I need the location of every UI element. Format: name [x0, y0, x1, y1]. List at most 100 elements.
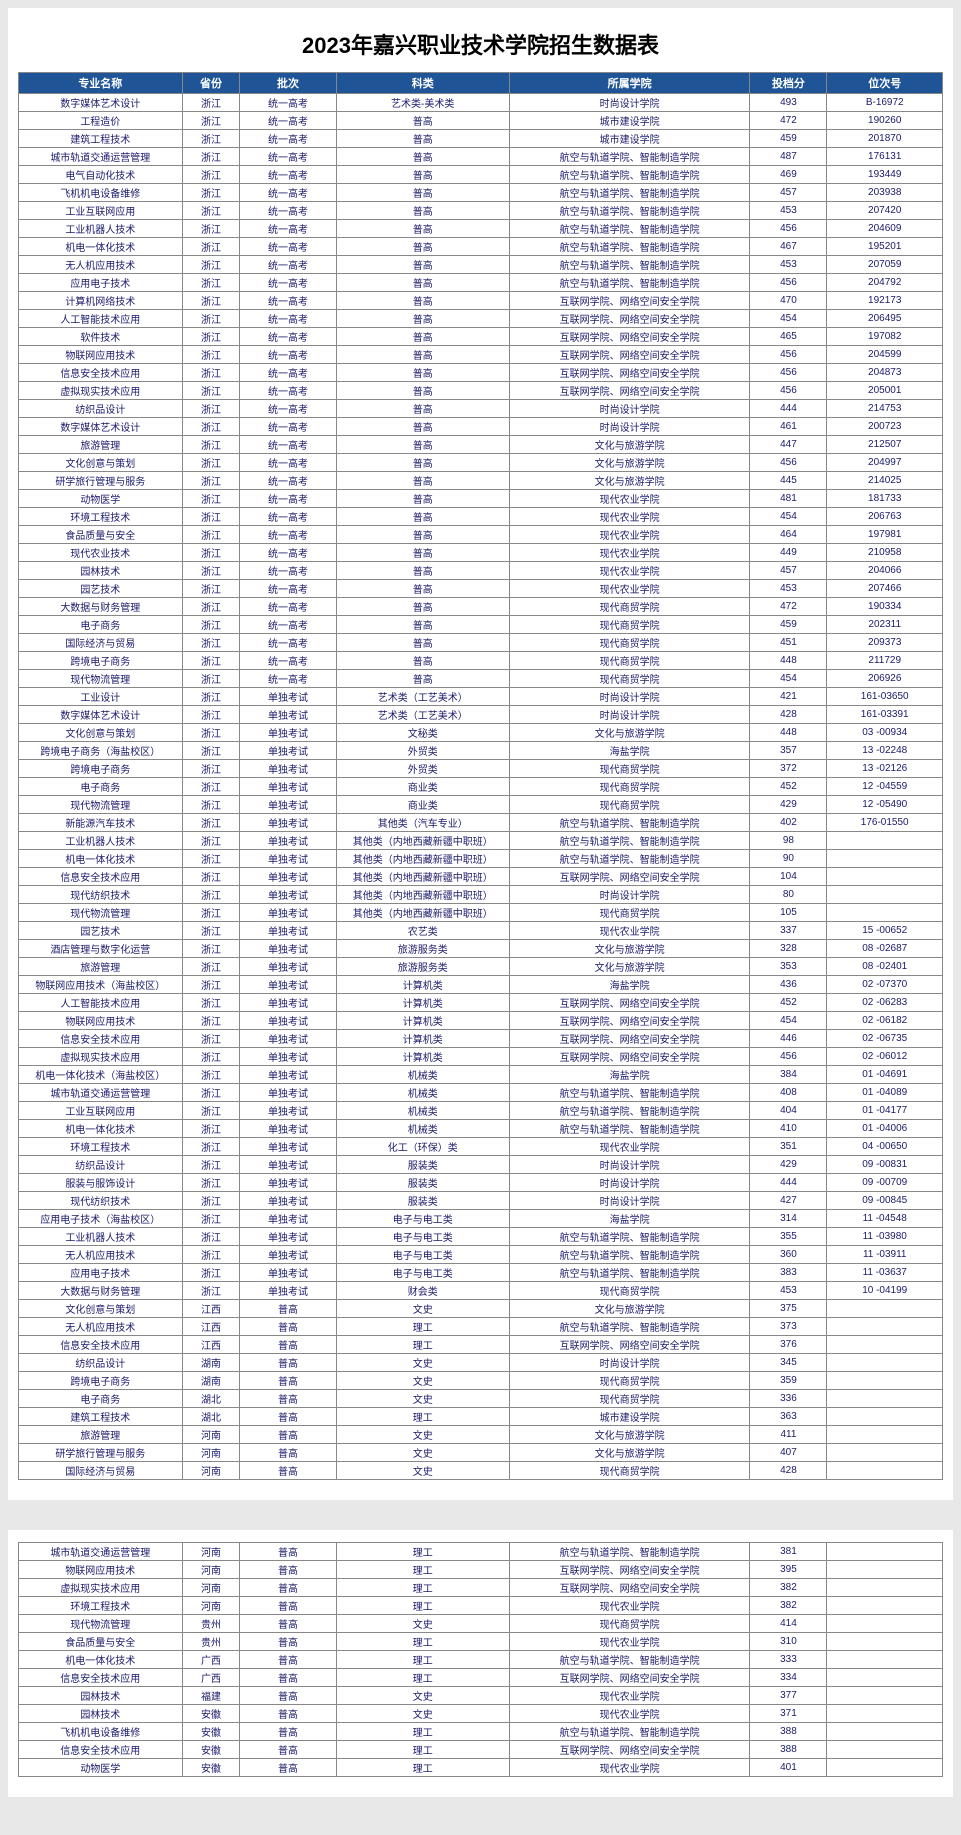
table-cell: 现代物流管理 — [19, 904, 183, 922]
table-cell: 统一高考 — [240, 490, 336, 508]
table-cell: 456 — [750, 454, 827, 472]
table-cell: 服装与服饰设计 — [19, 1174, 183, 1192]
table-cell: 13 -02248 — [827, 742, 943, 760]
table-cell: 单独考试 — [240, 832, 336, 850]
table-cell: 普高 — [336, 310, 509, 328]
table-cell: 统一高考 — [240, 346, 336, 364]
table-cell: 436 — [750, 976, 827, 994]
table-cell: 普高 — [240, 1615, 336, 1633]
table-cell: 现代纺织技术 — [19, 886, 183, 904]
table-cell: 15 -00652 — [827, 922, 943, 940]
table-cell: 理工 — [336, 1651, 509, 1669]
table-cell: 园林技术 — [19, 1705, 183, 1723]
table-row: 城市轨道交通运营管理浙江单独考试机械类航空与轨道学院、智能制造学院40801 -… — [19, 1084, 943, 1102]
table-row: 无人机应用技术江西普高理工航空与轨道学院、智能制造学院373 — [19, 1318, 943, 1336]
table-cell: 381 — [750, 1543, 827, 1561]
table-cell: 469 — [750, 166, 827, 184]
table-cell: 互联网学院、网络空间安全学院 — [509, 328, 750, 346]
table-cell: 446 — [750, 1030, 827, 1048]
table-cell: 环境工程技术 — [19, 508, 183, 526]
table-row: 跨境电子商务湖南普高文史现代商贸学院359 — [19, 1372, 943, 1390]
table-cell: 电子商务 — [19, 778, 183, 796]
table-row: 城市轨道交通运营管理河南普高理工航空与轨道学院、智能制造学院381 — [19, 1543, 943, 1561]
table-cell: 浙江 — [182, 112, 240, 130]
table-cell: 浙江 — [182, 652, 240, 670]
table-cell — [827, 1615, 943, 1633]
table-row: 园林技术安徽普高文史现代农业学院371 — [19, 1705, 943, 1723]
table-row: 计算机网络技术浙江统一高考普高互联网学院、网络空间安全学院470192173 — [19, 292, 943, 310]
table-cell: 481 — [750, 490, 827, 508]
table-cell: 工业机器人技术 — [19, 220, 183, 238]
table-cell: 普高 — [240, 1462, 336, 1480]
table-cell: 429 — [750, 1156, 827, 1174]
table-cell: 文化与旅游学院 — [509, 1426, 750, 1444]
table-row: 数字媒体艺术设计浙江统一高考艺术类-美术类时尚设计学院493B-16972 — [19, 94, 943, 112]
table-cell: 建筑工程技术 — [19, 1408, 183, 1426]
table-cell: 428 — [750, 706, 827, 724]
table-row: 飞机机电设备维修浙江统一高考普高航空与轨道学院、智能制造学院457203938 — [19, 184, 943, 202]
table-row: 跨境电子商务浙江单独考试外贸类现代商贸学院37213 -02126 — [19, 760, 943, 778]
table-cell: 普高 — [336, 490, 509, 508]
table-cell: 航空与轨道学院、智能制造学院 — [509, 1723, 750, 1741]
table-cell: 其他类（内地西藏新疆中职班） — [336, 868, 509, 886]
table-cell: 单独考试 — [240, 1048, 336, 1066]
table-row: 应用电子技术浙江单独考试电子与电工类航空与轨道学院、智能制造学院38311 -0… — [19, 1264, 943, 1282]
table-cell: 园林技术 — [19, 562, 183, 580]
table-cell: 安徽 — [182, 1741, 240, 1759]
table-cell: 453 — [750, 580, 827, 598]
table-row: 旅游管理河南普高文史文化与旅游学院411 — [19, 1426, 943, 1444]
table-cell: 单独考试 — [240, 814, 336, 832]
table-cell: 普高 — [240, 1354, 336, 1372]
table-cell: 互联网学院、网络空间安全学院 — [509, 310, 750, 328]
table-cell: 统一高考 — [240, 634, 336, 652]
table-cell: 国际经济与贸易 — [19, 634, 183, 652]
table-cell: 现代纺织技术 — [19, 1192, 183, 1210]
table-cell: 浙江 — [182, 616, 240, 634]
table-row: 建筑工程技术浙江统一高考普高城市建设学院459201870 — [19, 130, 943, 148]
table-cell: 单独考试 — [240, 1012, 336, 1030]
table-cell: 其他类（内地西藏新疆中职班） — [336, 904, 509, 922]
table-cell — [827, 1444, 943, 1462]
table-cell: 普高 — [240, 1408, 336, 1426]
table-cell: 文史 — [336, 1300, 509, 1318]
table-cell — [827, 1390, 943, 1408]
table-cell: 浙江 — [182, 778, 240, 796]
table-cell — [827, 1759, 943, 1777]
table-cell: 351 — [750, 1138, 827, 1156]
page-2: 城市轨道交通运营管理河南普高理工航空与轨道学院、智能制造学院381物联网应用技术… — [8, 1530, 953, 1797]
table-cell: 429 — [750, 796, 827, 814]
table-cell: 345 — [750, 1354, 827, 1372]
table-cell: 普高 — [240, 1390, 336, 1408]
table-row: 园艺技术浙江单独考试农艺类现代农业学院33715 -00652 — [19, 922, 943, 940]
table-cell: 文化与旅游学院 — [509, 454, 750, 472]
table-cell: 453 — [750, 202, 827, 220]
table-cell: 文化与旅游学院 — [509, 940, 750, 958]
table-cell: 388 — [750, 1741, 827, 1759]
table-cell: 园艺技术 — [19, 922, 183, 940]
table-cell: 统一高考 — [240, 472, 336, 490]
table-row: 现代物流管理浙江单独考试其他类（内地西藏新疆中职班）现代商贸学院105 — [19, 904, 943, 922]
table-cell: 444 — [750, 1174, 827, 1192]
table-cell: 212507 — [827, 436, 943, 454]
table-row: 研学旅行管理与服务河南普高文史文化与旅游学院407 — [19, 1444, 943, 1462]
table-cell — [827, 1687, 943, 1705]
table-row: 机电一体化技术（海盐校区）浙江单独考试机械类海盐学院38401 -04691 — [19, 1066, 943, 1084]
table-row: 旅游管理浙江单独考试旅游服务类文化与旅游学院35308 -02401 — [19, 958, 943, 976]
table-row: 虚拟现实技术应用浙江单独考试计算机类互联网学院、网络空间安全学院45602 -0… — [19, 1048, 943, 1066]
table-cell: 浙江 — [182, 184, 240, 202]
table-cell: 时尚设计学院 — [509, 400, 750, 418]
table-cell: 454 — [750, 1012, 827, 1030]
page-1: 2023年嘉兴职业技术学院招生数据表 专业名称 省份 批次 科类 所属学院 投档… — [8, 8, 953, 1500]
table-cell: 统一高考 — [240, 238, 336, 256]
table-cell: 单独考试 — [240, 976, 336, 994]
table-cell: 园艺技术 — [19, 580, 183, 598]
table-row: 工业设计浙江单独考试艺术类（工艺美术）时尚设计学院421161-03650 — [19, 688, 943, 706]
table-cell: 航空与轨道学院、智能制造学院 — [509, 1264, 750, 1282]
table-cell: 现代农业学院 — [509, 526, 750, 544]
table-cell: 城市轨道交通运营管理 — [19, 1543, 183, 1561]
table-cell — [827, 1543, 943, 1561]
table-cell: 研学旅行管理与服务 — [19, 472, 183, 490]
table-cell: 普高 — [336, 544, 509, 562]
table-cell: 382 — [750, 1579, 827, 1597]
table-cell: 单独考试 — [240, 1030, 336, 1048]
